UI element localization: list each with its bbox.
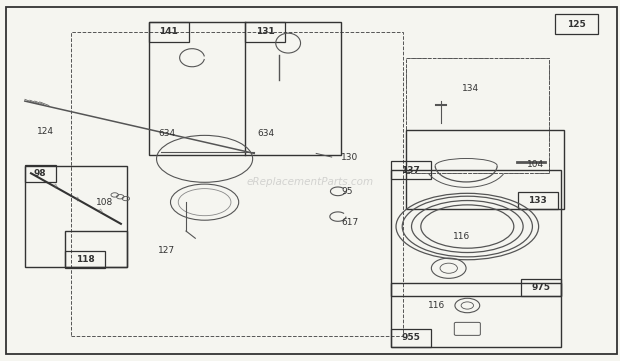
- Text: 134: 134: [462, 84, 479, 93]
- Text: eReplacementParts.com: eReplacementParts.com: [246, 177, 374, 187]
- Text: 130: 130: [341, 153, 358, 161]
- Bar: [521, 279, 561, 296]
- Text: 617: 617: [341, 218, 358, 226]
- Bar: [245, 22, 285, 42]
- Bar: [391, 283, 561, 347]
- Bar: [406, 58, 549, 173]
- Text: ≈: ≈: [72, 195, 80, 203]
- Text: 124: 124: [37, 127, 54, 136]
- Bar: [149, 22, 341, 155]
- Bar: [391, 170, 561, 296]
- Text: 104: 104: [527, 160, 544, 169]
- Text: 133: 133: [528, 196, 547, 205]
- Bar: [149, 22, 189, 42]
- Text: 127: 127: [158, 247, 175, 255]
- Text: 955: 955: [401, 334, 420, 342]
- Text: 116: 116: [428, 301, 445, 309]
- Text: 108: 108: [96, 198, 113, 206]
- Text: ≈: ≈: [94, 207, 102, 215]
- Bar: [555, 14, 598, 34]
- Text: 125: 125: [567, 20, 586, 29]
- Text: 141: 141: [159, 27, 179, 36]
- Text: 137: 137: [401, 166, 420, 174]
- Bar: [25, 165, 56, 182]
- Text: 98: 98: [34, 169, 46, 178]
- Text: 634: 634: [257, 129, 275, 138]
- Bar: [518, 192, 558, 209]
- Bar: [71, 32, 403, 336]
- Text: 118: 118: [76, 255, 95, 264]
- Bar: [391, 329, 431, 347]
- Text: ≈: ≈: [50, 182, 58, 190]
- Bar: [65, 231, 127, 267]
- Text: 95: 95: [341, 187, 353, 196]
- Bar: [391, 161, 431, 179]
- Text: 975: 975: [531, 283, 551, 292]
- Bar: [25, 166, 127, 267]
- Text: 131: 131: [255, 27, 275, 36]
- Text: 634: 634: [158, 129, 175, 138]
- Bar: [406, 130, 564, 209]
- Bar: [65, 251, 105, 268]
- Text: 116: 116: [453, 232, 470, 241]
